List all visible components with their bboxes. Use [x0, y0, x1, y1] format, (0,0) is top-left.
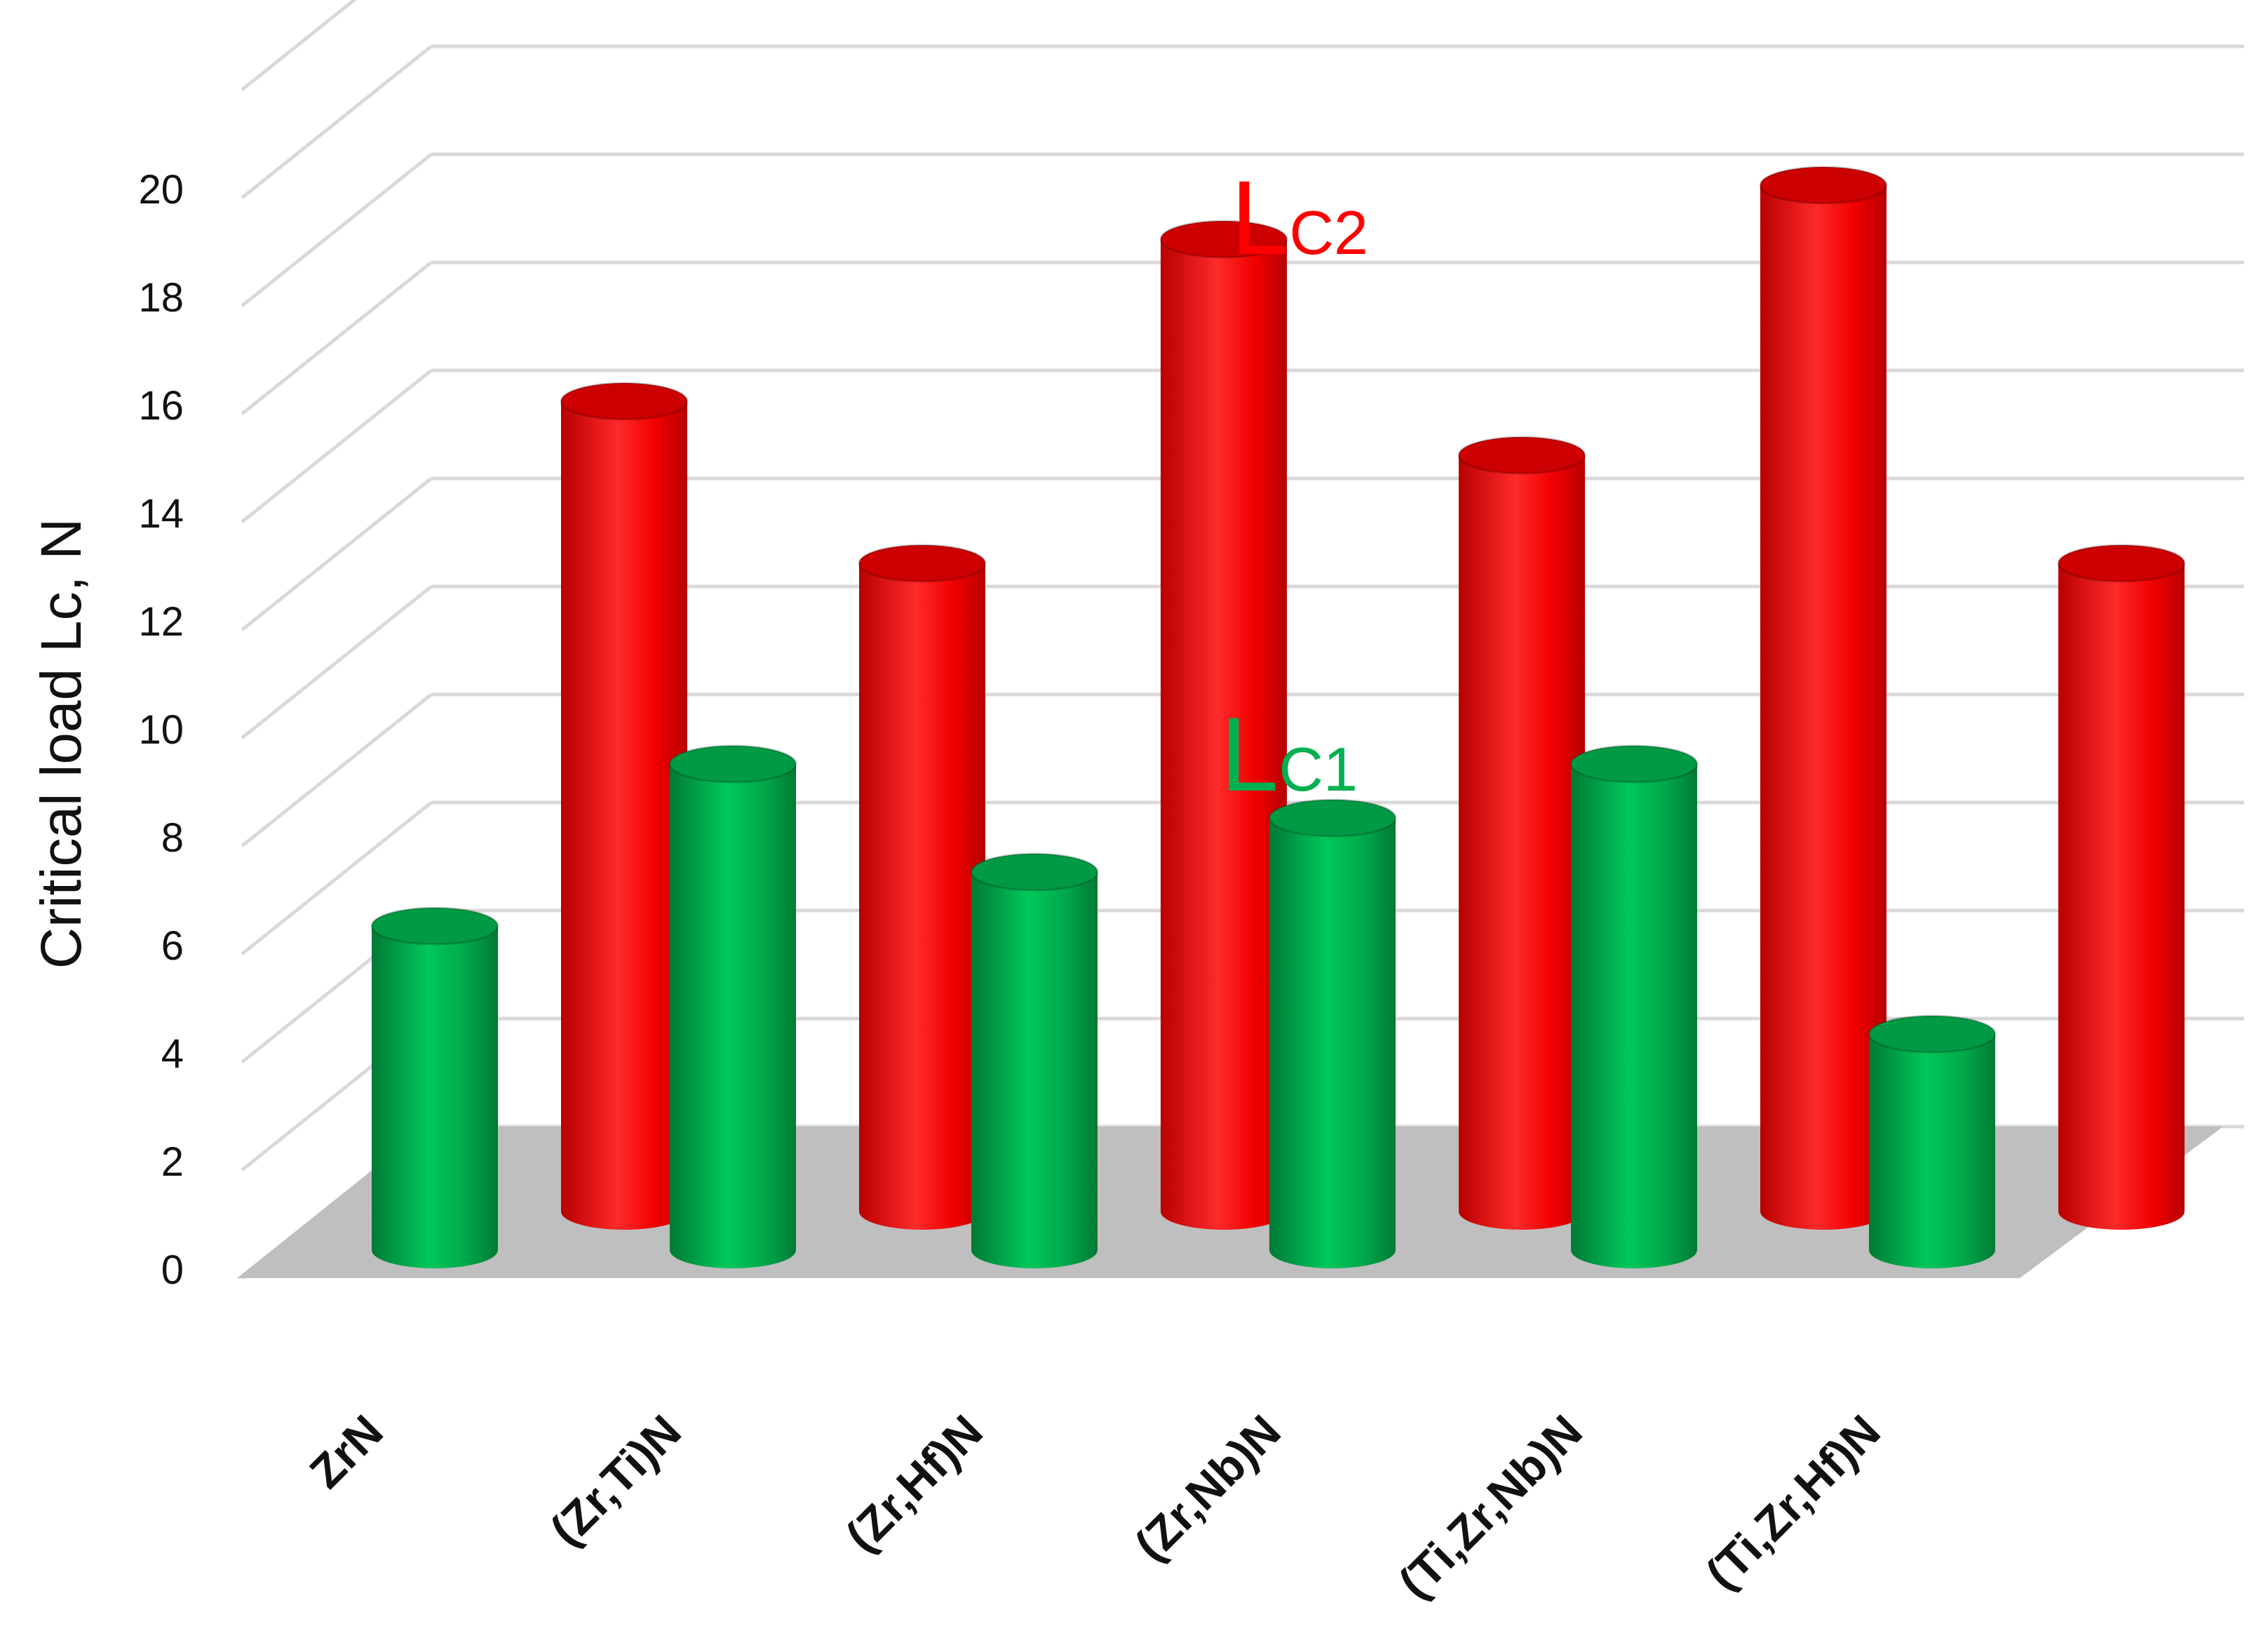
bar-lc1 — [970, 852, 1099, 1268]
y-tick-label: 8 — [161, 815, 184, 861]
y-tick-label: 14 — [138, 491, 184, 537]
gridline-diagonal — [241, 261, 433, 415]
series-label-lc2-sub: C2 — [1289, 198, 1368, 267]
gridline-diagonal — [241, 153, 433, 307]
gridline-diagonal — [241, 45, 433, 199]
x-category-label: (Ti,Zr,Nb)N — [1389, 1405, 1592, 1609]
series-label-lc1-sub: C1 — [1278, 734, 1358, 804]
y-axis-label: Critical load Lc, N — [29, 518, 93, 969]
y-tick-label: 0 — [161, 1247, 184, 1293]
series-lc2 — [560, 166, 2186, 1230]
bar-lc1 — [1570, 744, 1699, 1268]
x-category-label: (Zr,Ti)N — [540, 1405, 691, 1556]
x-category-label: ZrN — [299, 1405, 393, 1498]
x-axis-categories: ZrN (Zr,Ti)N (Zr,Hf)N (Zr,Nb)N (Ti,Zr,Nb)N (T… — [299, 1405, 1890, 1609]
y-tick-label: 16 — [138, 383, 184, 429]
gridline-diagonal — [241, 801, 433, 955]
series-label-lc2-main: L — [1231, 159, 1289, 276]
series-label-lc1: LC1 — [1220, 695, 1358, 813]
gridline-diagonal — [241, 693, 433, 847]
bar-lc1 — [370, 906, 499, 1268]
bar-lc2 — [560, 382, 689, 1230]
y-tick-label: 6 — [161, 923, 184, 969]
series-label-lc1-main: L — [1220, 695, 1278, 813]
x-category-label: (Zr,Nb)N — [1125, 1405, 1290, 1571]
y-tick-label: 20 — [138, 167, 184, 213]
bar-lc1 — [668, 744, 797, 1268]
gridline-diagonal — [241, 0, 358, 91]
bar-lc2 — [1759, 166, 1888, 1230]
bar-lc2 — [2057, 544, 2186, 1230]
y-tick-label: 12 — [138, 599, 184, 645]
x-category-label: (Ti,Zr,Hf)N — [1696, 1405, 1890, 1599]
y-tick-label: 18 — [138, 275, 184, 321]
bar-lc2 — [858, 544, 987, 1230]
gridline-diagonal — [241, 585, 433, 739]
bar-lc1 — [1268, 798, 1397, 1268]
gridline-diagonal — [241, 477, 433, 631]
y-tick-label: 10 — [138, 707, 184, 753]
series-label-lc2: LC2 — [1231, 159, 1368, 276]
y-tick-label: 2 — [161, 1139, 184, 1185]
y-axis-ticks: 0 2 4 6 8 10 12 14 16 18 20 — [138, 167, 184, 1293]
gridline-diagonal — [241, 369, 433, 523]
x-category-label: (Zr,Hf)N — [835, 1405, 992, 1562]
y-tick-label: 4 — [161, 1031, 184, 1077]
bar-lc2 — [1159, 220, 1288, 1230]
bar-lc1 — [1868, 1014, 1997, 1268]
bar-lc2 — [1457, 436, 1586, 1230]
series-lc1 — [370, 744, 1997, 1268]
